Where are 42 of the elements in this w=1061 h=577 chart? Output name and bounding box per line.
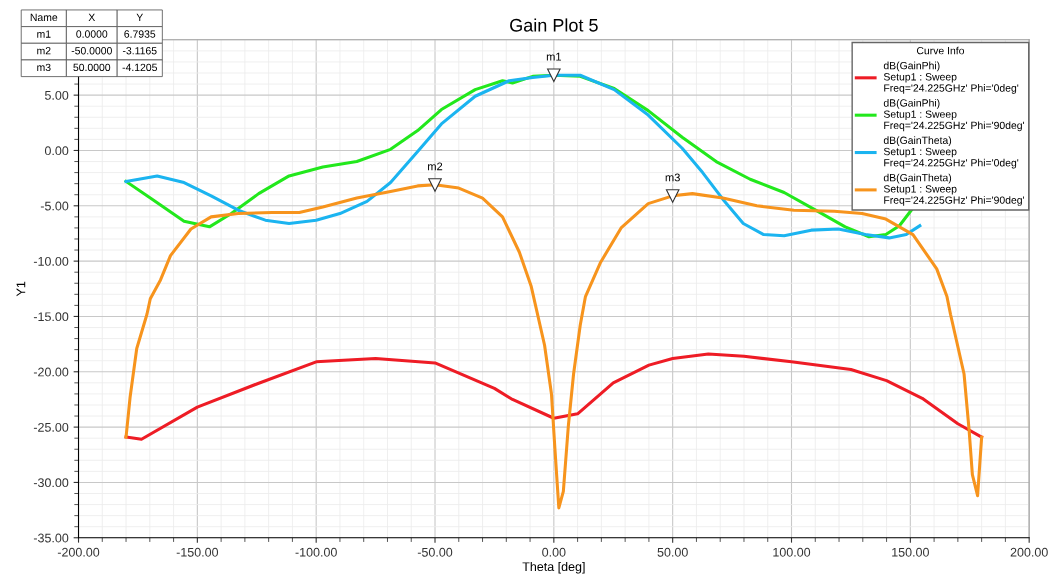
legend-label: dB(GainPhi) Setup1 : Sweep Freq='24.225GHz' Phi='90deg' [883,98,1025,132]
text: Name [30,13,58,22]
x-tick-label: 100.00 [773,547,811,557]
text: 0.0000 [76,30,108,38]
y-axis-title: Y1 [16,281,26,297]
y-tick-label: -5.00 [40,201,69,211]
legend-label: dB(GainPhi) Setup1 : Sweep Freq='24.225GHz' Phi='0deg' [883,61,1019,94]
text: 6.7935 [124,30,156,38]
line-series [124,352,984,441]
legend-label: dB(GainTheta) Setup1 : Sweep Freq='24.225GHz' Phi='90deg' [883,173,1025,206]
text: m1 [37,30,51,38]
annotation: -50.0000 [71,47,112,55]
y-tick-label: -10.00 [33,256,69,266]
x-tick-label: -100.00 [295,547,337,557]
annotation: 50.0000 [73,63,111,72]
y-tick-label: 0.00 [44,146,69,156]
x-tick-label: 150.00 [892,547,929,557]
x-tick-label: -150.00 [176,547,219,557]
annotation: -3.1165 [122,47,157,55]
x-tick-label: -50.00 [417,547,453,557]
annotation: -4.1205 [122,63,157,72]
annotation: m2 [428,162,443,171]
y-tick-label: -20.00 [33,367,69,377]
x-tick-label: -200.00 [57,547,100,557]
text: X [88,13,96,21]
y-tick-label: -35.00 [33,533,69,543]
legend-label: dB(GainTheta) Setup1 : Sweep Freq='24.225GHz' Phi='0deg' [883,136,1019,169]
x-tick-label: 200.00 [1010,547,1048,557]
annotation: m3 [665,173,680,182]
text: m3 [37,63,51,72]
x-axis-title: Theta [deg] [522,561,585,574]
text: Y [136,13,143,21]
x-tick-label: 50.00 [657,547,688,557]
y-tick-label: -15.00 [33,312,69,322]
legend-title: Curve Info [916,46,965,55]
x-tick-label: 0.00 [542,547,566,557]
text: m2 [37,47,51,55]
y-tick-label: 5.00 [44,90,69,100]
annotation: m1 [546,52,562,61]
chart-title: Gain Plot 5 [510,18,598,32]
y-tick-label: -25.00 [33,422,69,432]
y-tick-label: -30.00 [33,478,69,488]
